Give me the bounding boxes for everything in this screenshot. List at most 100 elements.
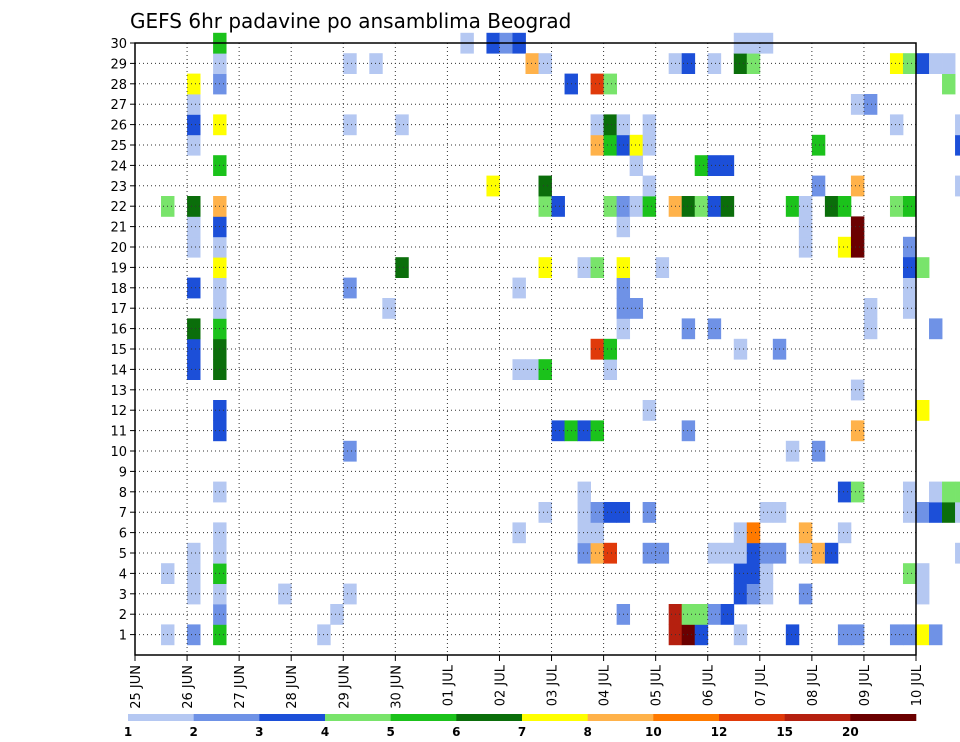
precip-cell xyxy=(538,359,552,380)
precip-cell xyxy=(187,277,201,299)
precip-cell xyxy=(681,420,696,442)
precip-cell xyxy=(850,624,865,646)
precip-cell xyxy=(811,134,826,156)
y-axis: 1234567891011121314151617181920212223242… xyxy=(110,37,135,644)
precip-cell xyxy=(330,604,344,625)
precip-cell xyxy=(746,53,761,74)
precip-cell xyxy=(681,53,696,74)
precip-cell xyxy=(811,542,826,564)
precip-cell xyxy=(902,298,917,319)
precip-cell xyxy=(525,53,539,74)
y-tick-label: 8 xyxy=(119,486,127,501)
colorbar-label: 15 xyxy=(776,725,793,739)
y-tick-label: 18 xyxy=(110,282,127,297)
precip-cell xyxy=(929,624,943,646)
colorbar-label: 2 xyxy=(189,725,197,739)
colorbar-legend: 1 2 3 4 5 6 7 8 10 12 15 20 xyxy=(124,714,917,739)
y-tick-label: 22 xyxy=(110,200,127,215)
y-tick-label: 13 xyxy=(110,384,127,399)
precip-cell xyxy=(707,53,722,74)
precip-cell xyxy=(382,298,396,319)
precip-cell xyxy=(916,502,930,523)
precip-cell xyxy=(837,196,852,217)
colorbar-swatch xyxy=(719,714,785,721)
precip-cell xyxy=(798,542,813,564)
precip-cell xyxy=(187,624,201,646)
precip-cell xyxy=(603,73,618,95)
precip-cell xyxy=(187,114,201,136)
precip-cell xyxy=(642,542,657,564)
precip-cell xyxy=(902,502,917,523)
y-tick-label: 7 xyxy=(119,506,127,521)
precip-cell xyxy=(681,318,696,340)
precip-cell xyxy=(733,583,748,605)
precip-cell xyxy=(929,481,943,503)
precip-cell xyxy=(538,502,552,523)
precip-cell xyxy=(811,440,826,462)
y-tick-label: 12 xyxy=(110,404,127,419)
precip-cell xyxy=(942,481,956,503)
precip-cell xyxy=(746,542,761,564)
colorbar-label: 8 xyxy=(583,725,591,739)
precip-cell xyxy=(837,481,852,503)
precip-cell xyxy=(395,257,409,278)
colorbar-swatch xyxy=(456,714,523,721)
precip-cell xyxy=(590,542,604,564)
precip-cell xyxy=(837,522,852,544)
precip-cell xyxy=(590,420,604,442)
colorbar-label: 4 xyxy=(321,725,329,739)
precip-cell xyxy=(785,196,800,217)
precip-cell xyxy=(798,196,813,217)
precip-cell xyxy=(889,196,904,217)
precip-cell xyxy=(850,216,865,238)
precip-cell xyxy=(929,53,943,74)
precip-cell xyxy=(642,502,657,523)
colorbar-swatch xyxy=(653,714,720,721)
precip-cell xyxy=(902,277,917,299)
precip-cell xyxy=(187,583,201,605)
precip-cell xyxy=(538,196,552,217)
precip-cell xyxy=(577,502,591,523)
precip-cell xyxy=(955,175,960,197)
x-tick-label: 07 JUL xyxy=(754,664,769,706)
precip-cell xyxy=(590,257,604,278)
precip-cell xyxy=(187,359,201,380)
precip-cell xyxy=(837,624,852,646)
x-tick-label: 30 JUN xyxy=(389,665,404,709)
precip-cell xyxy=(863,298,878,319)
precip-cell xyxy=(629,196,644,217)
precip-cell xyxy=(629,298,644,319)
precip-cell xyxy=(603,134,618,156)
precip-cell xyxy=(343,114,357,136)
y-tick-label: 23 xyxy=(110,180,127,195)
precip-cell xyxy=(916,400,930,421)
precip-cell xyxy=(642,114,657,136)
x-tick-label: 04 JUL xyxy=(598,664,613,706)
precip-cell xyxy=(942,73,956,95)
precip-cell xyxy=(850,420,865,442)
precip-cell xyxy=(486,175,500,197)
colorbar-swatch xyxy=(850,714,917,721)
precip-cell xyxy=(187,134,201,156)
precip-cell xyxy=(603,338,618,360)
x-tick-label: 05 JUL xyxy=(650,664,665,706)
precip-cell xyxy=(733,563,748,584)
precip-cell xyxy=(590,522,604,544)
precip-cell xyxy=(655,257,670,278)
colorbar-label: 20 xyxy=(842,725,859,739)
precip-cell xyxy=(642,400,657,421)
y-tick-label: 16 xyxy=(110,323,127,338)
precip-cell xyxy=(889,53,904,74)
precip-cell xyxy=(590,114,604,136)
precip-cell xyxy=(538,53,552,74)
precip-cell xyxy=(955,542,960,564)
y-tick-label: 29 xyxy=(110,57,127,72)
precip-cell xyxy=(785,624,800,646)
precip-cell xyxy=(187,338,201,360)
precip-cell xyxy=(902,196,917,217)
y-tick-label: 19 xyxy=(110,261,127,276)
precip-cell xyxy=(187,318,201,340)
colorbar-swatch xyxy=(128,714,194,721)
y-tick-label: 9 xyxy=(119,465,127,480)
colorbar-swatch xyxy=(193,714,260,721)
